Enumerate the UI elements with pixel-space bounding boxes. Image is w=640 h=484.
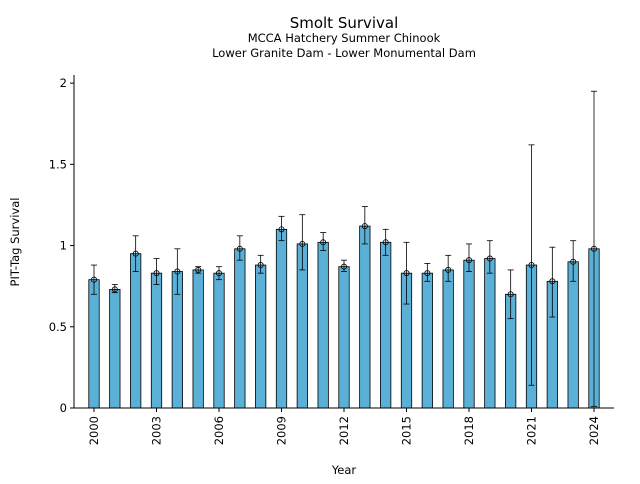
bar [317, 241, 329, 409]
y-tick-label: 2 [60, 76, 67, 90]
y-tick-label: 0.5 [49, 320, 67, 334]
data-point [195, 266, 202, 273]
x-tick-label: 2000 [87, 416, 101, 445]
axes-layer: 0 0.5 1 1.5 2 2000 2003 2006 2009 2012 2015 2018 202… [49, 75, 614, 445]
chart-subtitle-2: Lower Granite Dam - Lower Monumental Dam [212, 46, 476, 60]
bars-layer [88, 90, 600, 409]
x-tick-label: 2024 [587, 416, 601, 445]
x-tick-label: 2006 [212, 416, 226, 445]
x-tick-label: 2018 [462, 416, 476, 445]
data-point [361, 223, 368, 230]
bar [234, 248, 246, 409]
x-axis-label: Year [331, 463, 357, 477]
chart-subtitle-1: MCCA Hatchery Summer Chinook [248, 31, 441, 45]
bar [484, 258, 496, 409]
data-point [570, 258, 577, 265]
data-point [445, 266, 452, 273]
bar [255, 264, 267, 409]
data-point [132, 250, 139, 257]
bar [130, 253, 142, 409]
data-point [299, 240, 306, 247]
data-point [591, 245, 598, 252]
bar [421, 272, 433, 409]
data-point [91, 276, 98, 283]
bar [275, 228, 288, 409]
bar [380, 241, 392, 409]
data-point [340, 263, 347, 270]
data-point [549, 278, 556, 285]
bar [567, 261, 579, 409]
data-point [111, 286, 118, 293]
y-tick-label: 1.5 [49, 157, 67, 171]
x-tick-label: 2012 [337, 416, 351, 445]
bar [150, 272, 163, 409]
bar [88, 279, 100, 409]
bar [213, 272, 225, 409]
data-point [382, 239, 389, 246]
data-point [528, 262, 535, 269]
x-tick-label: 2003 [150, 416, 164, 445]
bar [109, 289, 121, 409]
bar [359, 225, 371, 409]
bar [442, 269, 454, 409]
data-point [236, 245, 243, 252]
bar [192, 269, 204, 409]
bar [463, 259, 475, 409]
data-point [153, 270, 160, 277]
chart-title: Smolt Survival [290, 14, 399, 32]
data-point [215, 270, 222, 277]
data-point [507, 291, 514, 298]
data-point [424, 270, 431, 277]
y-tick-label: 1 [60, 239, 67, 253]
data-point [257, 262, 264, 269]
data-point [174, 268, 181, 275]
data-point [403, 270, 410, 277]
data-point [465, 257, 472, 264]
y-axis-label: PIT-Tag Survival [8, 198, 22, 287]
data-point [486, 255, 493, 262]
x-tick-label: 2015 [400, 416, 414, 445]
y-tick-label: 0 [60, 401, 67, 415]
data-point [320, 239, 327, 246]
x-tick-label: 2009 [275, 416, 289, 445]
x-tick-label: 2021 [525, 416, 539, 445]
data-point [278, 226, 285, 233]
bar [338, 266, 350, 409]
